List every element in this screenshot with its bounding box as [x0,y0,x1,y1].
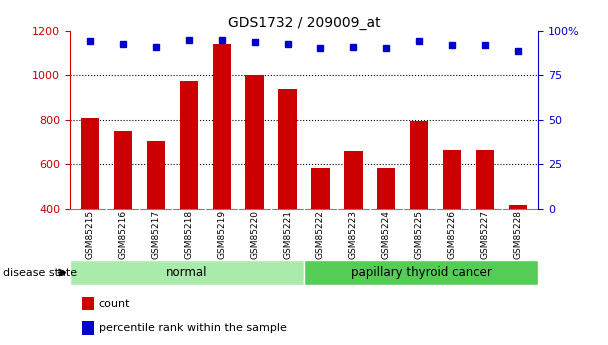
Text: normal: normal [166,266,208,279]
Bar [443,150,461,209]
Text: GSM85228: GSM85228 [514,210,523,259]
Bar [510,205,527,209]
Text: GSM85219: GSM85219 [217,210,226,259]
Bar [304,260,538,285]
Text: GSM85218: GSM85218 [184,210,193,259]
Text: GSM85225: GSM85225 [415,210,424,259]
Bar [147,141,165,209]
Bar [311,168,330,209]
Text: GSM85215: GSM85215 [85,210,94,259]
Text: GSM85224: GSM85224 [382,210,391,259]
Text: GSM85222: GSM85222 [316,210,325,259]
Bar [246,75,264,209]
Bar [278,89,297,209]
Text: GSM85216: GSM85216 [118,210,127,259]
Bar [179,81,198,209]
Bar [114,131,132,209]
Text: GSM85223: GSM85223 [349,210,358,259]
Bar [378,168,395,209]
Text: disease state: disease state [3,268,77,277]
Bar [476,150,494,209]
Text: count: count [98,298,130,308]
Text: percentile rank within the sample: percentile rank within the sample [98,323,287,333]
Text: GSM85220: GSM85220 [250,210,259,259]
Bar [70,260,304,285]
Text: GSM85227: GSM85227 [481,210,490,259]
Bar [344,150,362,209]
Text: papillary thyroid cancer: papillary thyroid cancer [351,266,491,279]
Text: GSM85226: GSM85226 [448,210,457,259]
Bar [213,44,230,209]
Bar [410,121,429,209]
Text: GSM85217: GSM85217 [151,210,160,259]
Text: GSM85221: GSM85221 [283,210,292,259]
Bar [81,118,98,209]
Bar [82,297,94,310]
Bar [82,321,94,335]
Title: GDS1732 / 209009_at: GDS1732 / 209009_at [227,16,381,30]
